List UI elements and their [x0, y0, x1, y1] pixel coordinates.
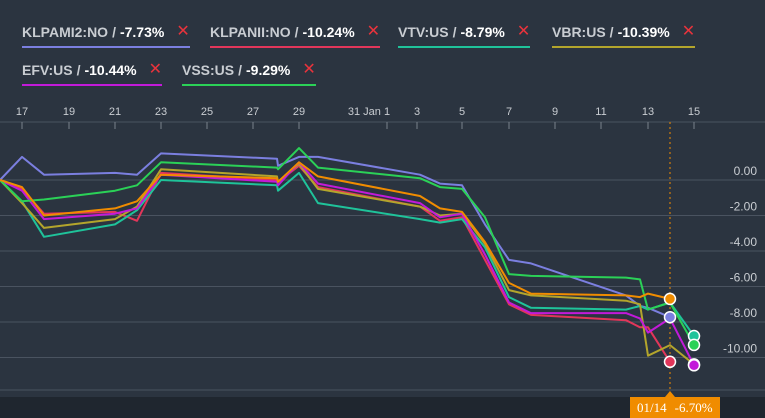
crosshair: [665, 122, 675, 397]
tooltip-value: -6.70%: [674, 400, 713, 415]
legend-ticker: EFV:US: [22, 62, 73, 78]
legend-item[interactable]: KLPAMI2:NO / -7.73% ✕: [22, 20, 190, 48]
series-layer: [0, 147, 695, 366]
x-tick-label: 3: [414, 106, 420, 118]
x-axis: 17 19 21 23 25 27 29 31 Jan 1 3 5 7 9 11 13 15: [16, 106, 700, 129]
x-tick-label: 27: [247, 106, 259, 118]
legend-separator: /: [294, 24, 299, 40]
series-line-efv-us: [0, 161, 695, 366]
x-tick-label: 15: [688, 106, 700, 118]
grid-layer: [0, 121, 765, 391]
y-tick-label: -2.00: [730, 200, 758, 214]
x-tick-label: 11: [595, 106, 606, 118]
series-end-marker: [687, 359, 701, 372]
y-tick-label: 0.00: [734, 164, 758, 178]
series-end-marker: [663, 292, 677, 306]
close-icon[interactable]: ✕: [176, 23, 190, 40]
x-tick-label: 23: [155, 106, 167, 118]
legend-change: -7.73%: [119, 24, 165, 40]
legend-change: -9.29%: [246, 62, 291, 78]
series-line-klpami2-no: [0, 152, 671, 319]
x-tick-label: 19: [63, 106, 75, 118]
legend-separator: /: [609, 24, 614, 40]
close-icon[interactable]: ✕: [148, 61, 163, 78]
x-tick-label: 17: [16, 106, 28, 118]
legend-item[interactable]: KLPANII:NO / -10.24% ✕: [210, 20, 381, 48]
series-line: [0, 161, 671, 300]
y-tick-label: -6.00: [730, 271, 758, 285]
series-line-klpanii-no: [0, 164, 671, 363]
navigator-band: [0, 397, 765, 418]
x-tick-label: 7: [506, 106, 512, 118]
legend-separator: /: [452, 24, 457, 40]
close-icon[interactable]: ✕: [366, 23, 381, 40]
legend-ticker: VSS:US: [182, 62, 235, 78]
legend-separator: /: [76, 62, 81, 78]
legend-separator: /: [112, 24, 116, 40]
y-tick-label: -10.00: [723, 342, 757, 356]
x-tick-label: 29: [293, 106, 305, 118]
legend-change: -10.24%: [302, 24, 355, 40]
series-line-vtv-us: [0, 171, 695, 337]
close-icon[interactable]: ✕: [516, 23, 531, 40]
legend-item[interactable]: VTV:US / -8.79% ✕: [398, 20, 531, 48]
legend-separator: /: [238, 62, 243, 78]
x-tick-label: 31 Jan 1: [348, 106, 390, 118]
legend-ticker: KLPANII:NO: [210, 24, 291, 40]
tooltip-date: 01/14: [637, 400, 667, 415]
marker-layer: [663, 292, 701, 372]
legend-item[interactable]: VBR:US / -10.39% ✕: [552, 20, 696, 48]
x-tick-label: 21: [109, 106, 121, 118]
legend-item[interactable]: EFV:US / -10.44% ✕: [22, 58, 163, 86]
series-end-marker: [687, 338, 701, 352]
series-line-vss-us: [0, 147, 695, 346]
x-tick-label: 9: [552, 106, 558, 118]
tooltip-pointer: [665, 391, 675, 397]
x-tick-label: 25: [201, 106, 213, 118]
close-icon[interactable]: ✕: [681, 23, 696, 40]
series-end-marker: [663, 310, 677, 324]
crosshair-tooltip: 01/14 -6.70%: [630, 397, 720, 418]
legend: KLPAMI2:NO / -7.73% ✕ KLPANII:NO / -10.24% ✕ VTV…: [22, 20, 752, 90]
legend-ticker: VBR:US: [552, 24, 606, 40]
legend-ticker: KLPAMI2:NO: [22, 24, 109, 40]
series-end-marker: [663, 355, 677, 369]
y-tick-label: -8.00: [730, 306, 758, 320]
legend-item[interactable]: VSS:US / -9.29% ✕: [182, 58, 316, 86]
legend-change: -10.44%: [84, 62, 137, 78]
y-tick-label: -4.00: [730, 235, 758, 249]
y-axis: 0.00 -2.00 -4.00 -6.00 -8.00 -10.00: [723, 164, 757, 356]
x-tick-label: 5: [459, 106, 465, 118]
legend-change: -8.79%: [460, 24, 505, 40]
legend-change: -10.39%: [617, 24, 670, 40]
legend-ticker: VTV:US: [398, 24, 449, 40]
x-tick-label: 13: [642, 106, 654, 118]
close-icon[interactable]: ✕: [302, 61, 316, 78]
series-line-vbr-us: [0, 163, 695, 366]
